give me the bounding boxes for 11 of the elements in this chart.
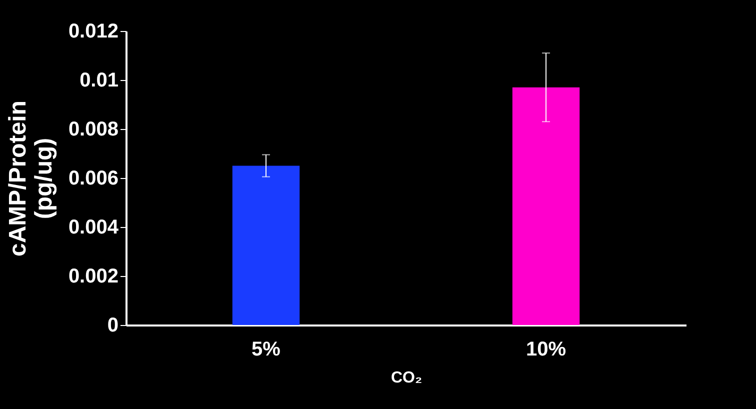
y-tick-label: 0 (107, 314, 118, 336)
y-tick-label: 0.006 (68, 168, 118, 190)
x-axis-title: CO₂ (390, 370, 422, 386)
y-tick-label: 0.008 (68, 118, 118, 140)
x-tick-label: 10% (526, 338, 566, 360)
y-tick-label: 0.01 (80, 70, 118, 92)
y-tick-label: 0.004 (68, 216, 120, 238)
y-tick-label: 0.012 (68, 20, 118, 42)
y-axis-title: cAMP/Protein (pg/ug) (4, 100, 58, 257)
x-tick-label: 5% (252, 338, 281, 360)
y-tick-label: 0.002 (68, 266, 118, 288)
